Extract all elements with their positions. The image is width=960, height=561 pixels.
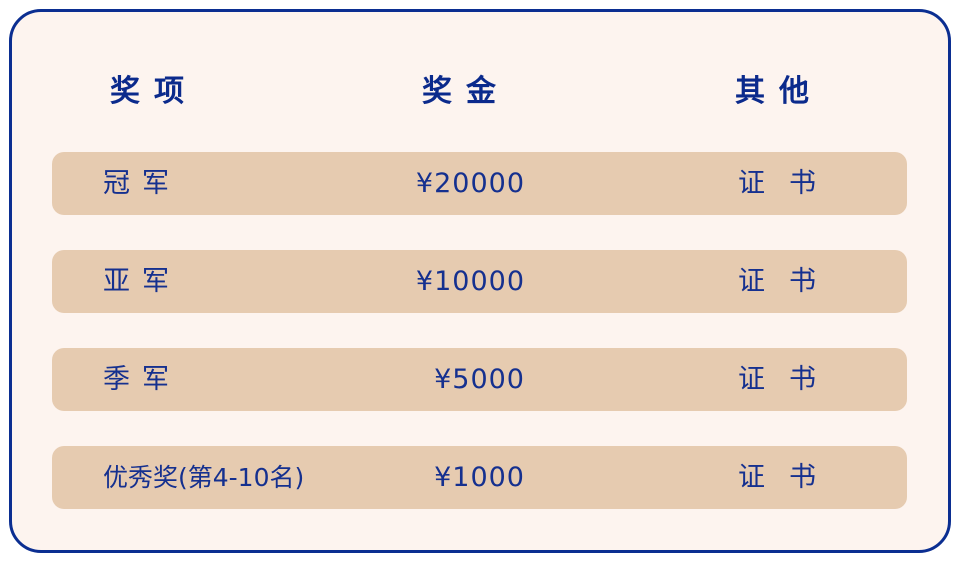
other-reward: 证书 [738, 462, 840, 493]
award-name: 优秀奖(第4-10名) [103, 463, 305, 492]
header-prize: 奖金 [422, 74, 510, 109]
prize-amount: ¥20000 [415, 168, 525, 199]
table-row: 季军 ¥5000 证书 [52, 348, 907, 411]
table-row: 优秀奖(第4-10名) ¥1000 证书 [52, 446, 907, 509]
other-reward: 证书 [738, 168, 840, 199]
table-row: 冠军 ¥20000 证书 [52, 152, 907, 215]
prize-amount: ¥10000 [415, 266, 525, 297]
prize-amount: ¥1000 [434, 462, 525, 493]
other-reward: 证书 [738, 266, 840, 297]
header-award: 奖项 [110, 74, 198, 109]
award-name: 季军 [103, 364, 181, 395]
award-name: 冠军 [103, 168, 181, 199]
other-reward: 证书 [738, 364, 840, 395]
header-other: 其他 [735, 74, 823, 109]
table-row: 亚军 ¥10000 证书 [52, 250, 907, 313]
award-name: 亚军 [103, 266, 181, 297]
prize-amount: ¥5000 [434, 364, 525, 395]
